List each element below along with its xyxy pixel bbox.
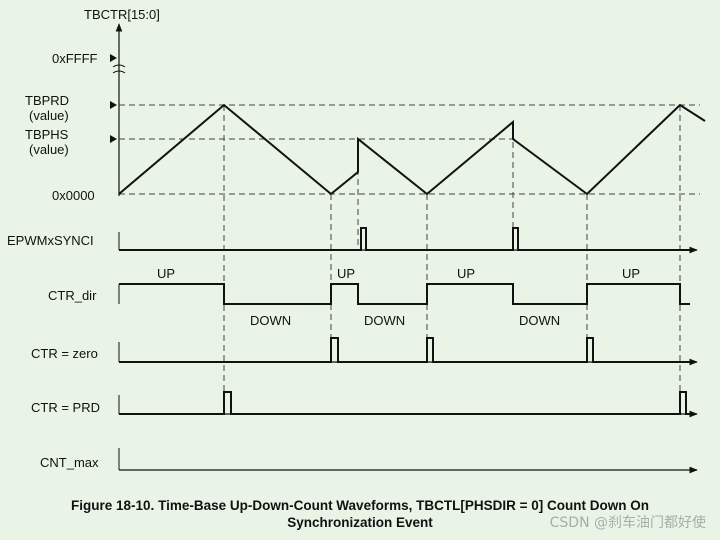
- prd-waveform: [119, 391, 690, 415]
- dir-label-down-1: DOWN: [250, 313, 291, 328]
- figure-caption: Figure 18-10. Time-Base Up-Down-Count Wa…: [0, 497, 720, 531]
- tbctr-waveform: [118, 103, 706, 196]
- max-label: 0xFFFF: [52, 51, 98, 66]
- y-axis-title: TBCTR[15:0]: [84, 7, 160, 22]
- dir-label-up-2: UP: [337, 266, 355, 281]
- dir-signal-label: CTR_dir: [48, 288, 97, 303]
- sync-waveform: [119, 227, 690, 251]
- zero-signal-label: CTR = zero: [31, 346, 98, 361]
- tbphs-sub-label: (value): [29, 142, 69, 157]
- dir-label-up-3: UP: [457, 266, 475, 281]
- tbphs-tick-icon: [110, 135, 117, 143]
- event-dashed-lines: [223, 105, 681, 408]
- caption-line-2: Synchronization Event: [287, 515, 433, 530]
- max-signal-label: CNT_max: [40, 455, 99, 470]
- dir-label-down-2: DOWN: [364, 313, 405, 328]
- sync-signal-label: EPWMxSYNCI: [7, 233, 94, 248]
- zero-waveform: [119, 337, 690, 363]
- timing-diagram: TBCTR[15:0] 0xFFFF TBPRD (value) TBPHS (…: [7, 7, 706, 474]
- prd-signal-label: CTR = PRD: [31, 400, 100, 415]
- watermark: CSDN @刹车油门都好使: [549, 515, 706, 531]
- axis-break-icon: [112, 64, 126, 74]
- tbphs-label: TBPHS: [25, 127, 69, 142]
- dir-label-up-4: UP: [622, 266, 640, 281]
- caption-line-1: Figure 18-10. Time-Base Up-Down-Count Wa…: [71, 498, 649, 513]
- zero-label: 0x0000: [52, 188, 95, 203]
- dir-waveform: [119, 283, 690, 305]
- tbprd-label: TBPRD: [25, 93, 69, 108]
- tbprd-tick-icon: [110, 101, 117, 109]
- dir-label-up-1: UP: [157, 266, 175, 281]
- tbprd-sub-label: (value): [29, 108, 69, 123]
- max-tick-icon: [110, 54, 117, 62]
- dir-label-down-3: DOWN: [519, 313, 560, 328]
